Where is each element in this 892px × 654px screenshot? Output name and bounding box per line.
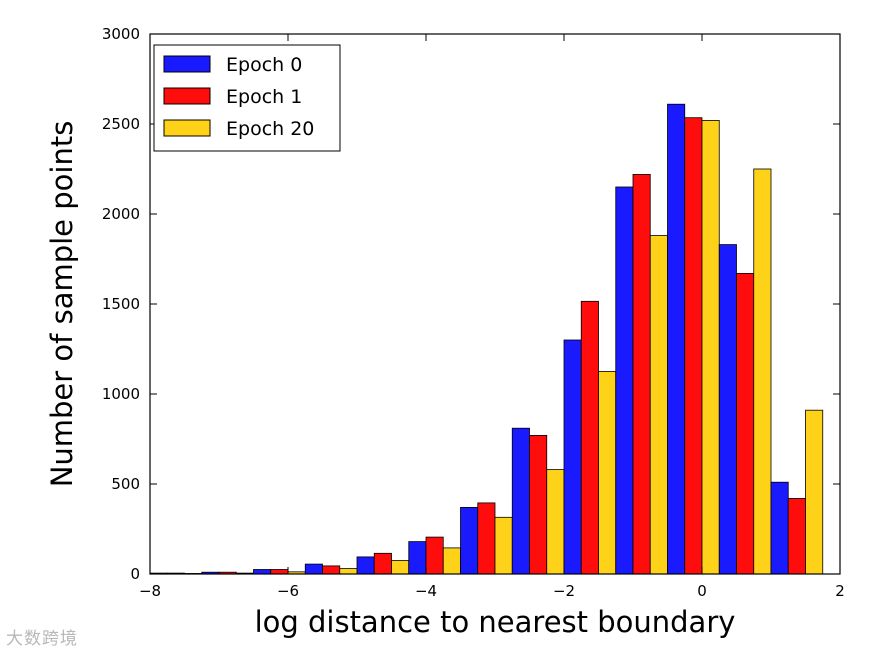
bar-epoch-0-bin-4 xyxy=(356,556,375,575)
x-axis-ticks: −8 −6 −4 −2 0 2 xyxy=(139,34,845,600)
bar-epoch-20-bin-9 xyxy=(649,235,668,575)
legend-label-epoch-1: Epoch 1 xyxy=(226,86,302,108)
bar-epoch-20-bin-6 xyxy=(494,516,513,575)
x-tick-label: 0 xyxy=(697,582,707,600)
legend-swatch-epoch-1 xyxy=(163,87,211,105)
legend-swatch-epoch-0 xyxy=(163,55,211,73)
bar-epoch-1-bin-5 xyxy=(425,536,444,575)
x-tick-label: −8 xyxy=(139,582,161,600)
y-tick-label: 2000 xyxy=(102,205,140,223)
y-tick-label: 1000 xyxy=(102,385,140,403)
bar-epoch-1-bin-8 xyxy=(580,300,599,575)
bar-epoch-0-bin-6 xyxy=(460,506,479,575)
bar-epoch-1-bin-11 xyxy=(736,272,755,575)
bar-epoch-0-bin-2 xyxy=(253,569,272,575)
y-axis-ticks: 0 500 1000 1500 2000 2500 3000 xyxy=(102,25,840,583)
bar-epoch-20-bin-3 xyxy=(339,568,358,575)
y-tick-label: 0 xyxy=(130,565,140,583)
bar-epoch-0-bin-10 xyxy=(667,103,686,575)
x-tick-label: −2 xyxy=(553,582,575,600)
y-tick-label: 1500 xyxy=(102,295,140,313)
bar-epoch-1-bin-7 xyxy=(529,434,548,575)
bar-epoch-0-bin-7 xyxy=(511,427,530,575)
legend-label-epoch-0: Epoch 0 xyxy=(226,54,302,76)
watermark: 大数跨境 xyxy=(6,629,78,649)
bar-epoch-1-bin-2 xyxy=(270,569,289,575)
x-tick-label: 2 xyxy=(835,582,845,600)
bar-epoch-20-bin-5 xyxy=(442,547,461,575)
bar-epoch-1-bin-9 xyxy=(632,173,651,575)
bar-epoch-1-bin-6 xyxy=(477,502,496,575)
y-tick-label: 3000 xyxy=(102,25,140,43)
bar-epoch-0-bin-5 xyxy=(408,541,427,575)
x-axis-title: log distance to nearest boundary xyxy=(255,605,736,639)
bar-epoch-0-bin-11 xyxy=(718,244,737,575)
x-tick-label: −6 xyxy=(277,582,299,600)
bar-epoch-20-bin-11 xyxy=(753,168,772,575)
legend-label-epoch-20: Epoch 20 xyxy=(226,118,314,140)
bar-epoch-1-bin-3 xyxy=(322,565,341,575)
bar-epoch-20-bin-8 xyxy=(598,371,617,575)
bar-epoch-0-bin-8 xyxy=(563,339,582,575)
bar-epoch-20-bin-10 xyxy=(701,120,720,575)
bar-epoch-1-bin-12 xyxy=(787,497,806,575)
bar-epoch-0-bin-9 xyxy=(615,186,634,575)
bar-epoch-20-bin-4 xyxy=(391,560,410,575)
legend: Epoch 0 Epoch 1 Epoch 20 xyxy=(153,44,341,152)
bar-epoch-20-bin-7 xyxy=(546,469,565,575)
bar-epoch-0-bin-12 xyxy=(770,481,789,575)
y-tick-label: 500 xyxy=(111,475,140,493)
bar-epoch-0-bin-3 xyxy=(304,563,323,575)
bar-epoch-20-bin-12 xyxy=(805,409,824,575)
bar-epoch-1-bin-4 xyxy=(373,552,392,575)
bar-epoch-1-bin-10 xyxy=(684,117,703,575)
y-tick-label: 2500 xyxy=(102,115,140,133)
y-axis-title: Number of sample points xyxy=(45,121,79,488)
x-tick-label: −4 xyxy=(415,582,437,600)
legend-swatch-epoch-20 xyxy=(163,119,211,137)
bars-group xyxy=(149,103,824,575)
